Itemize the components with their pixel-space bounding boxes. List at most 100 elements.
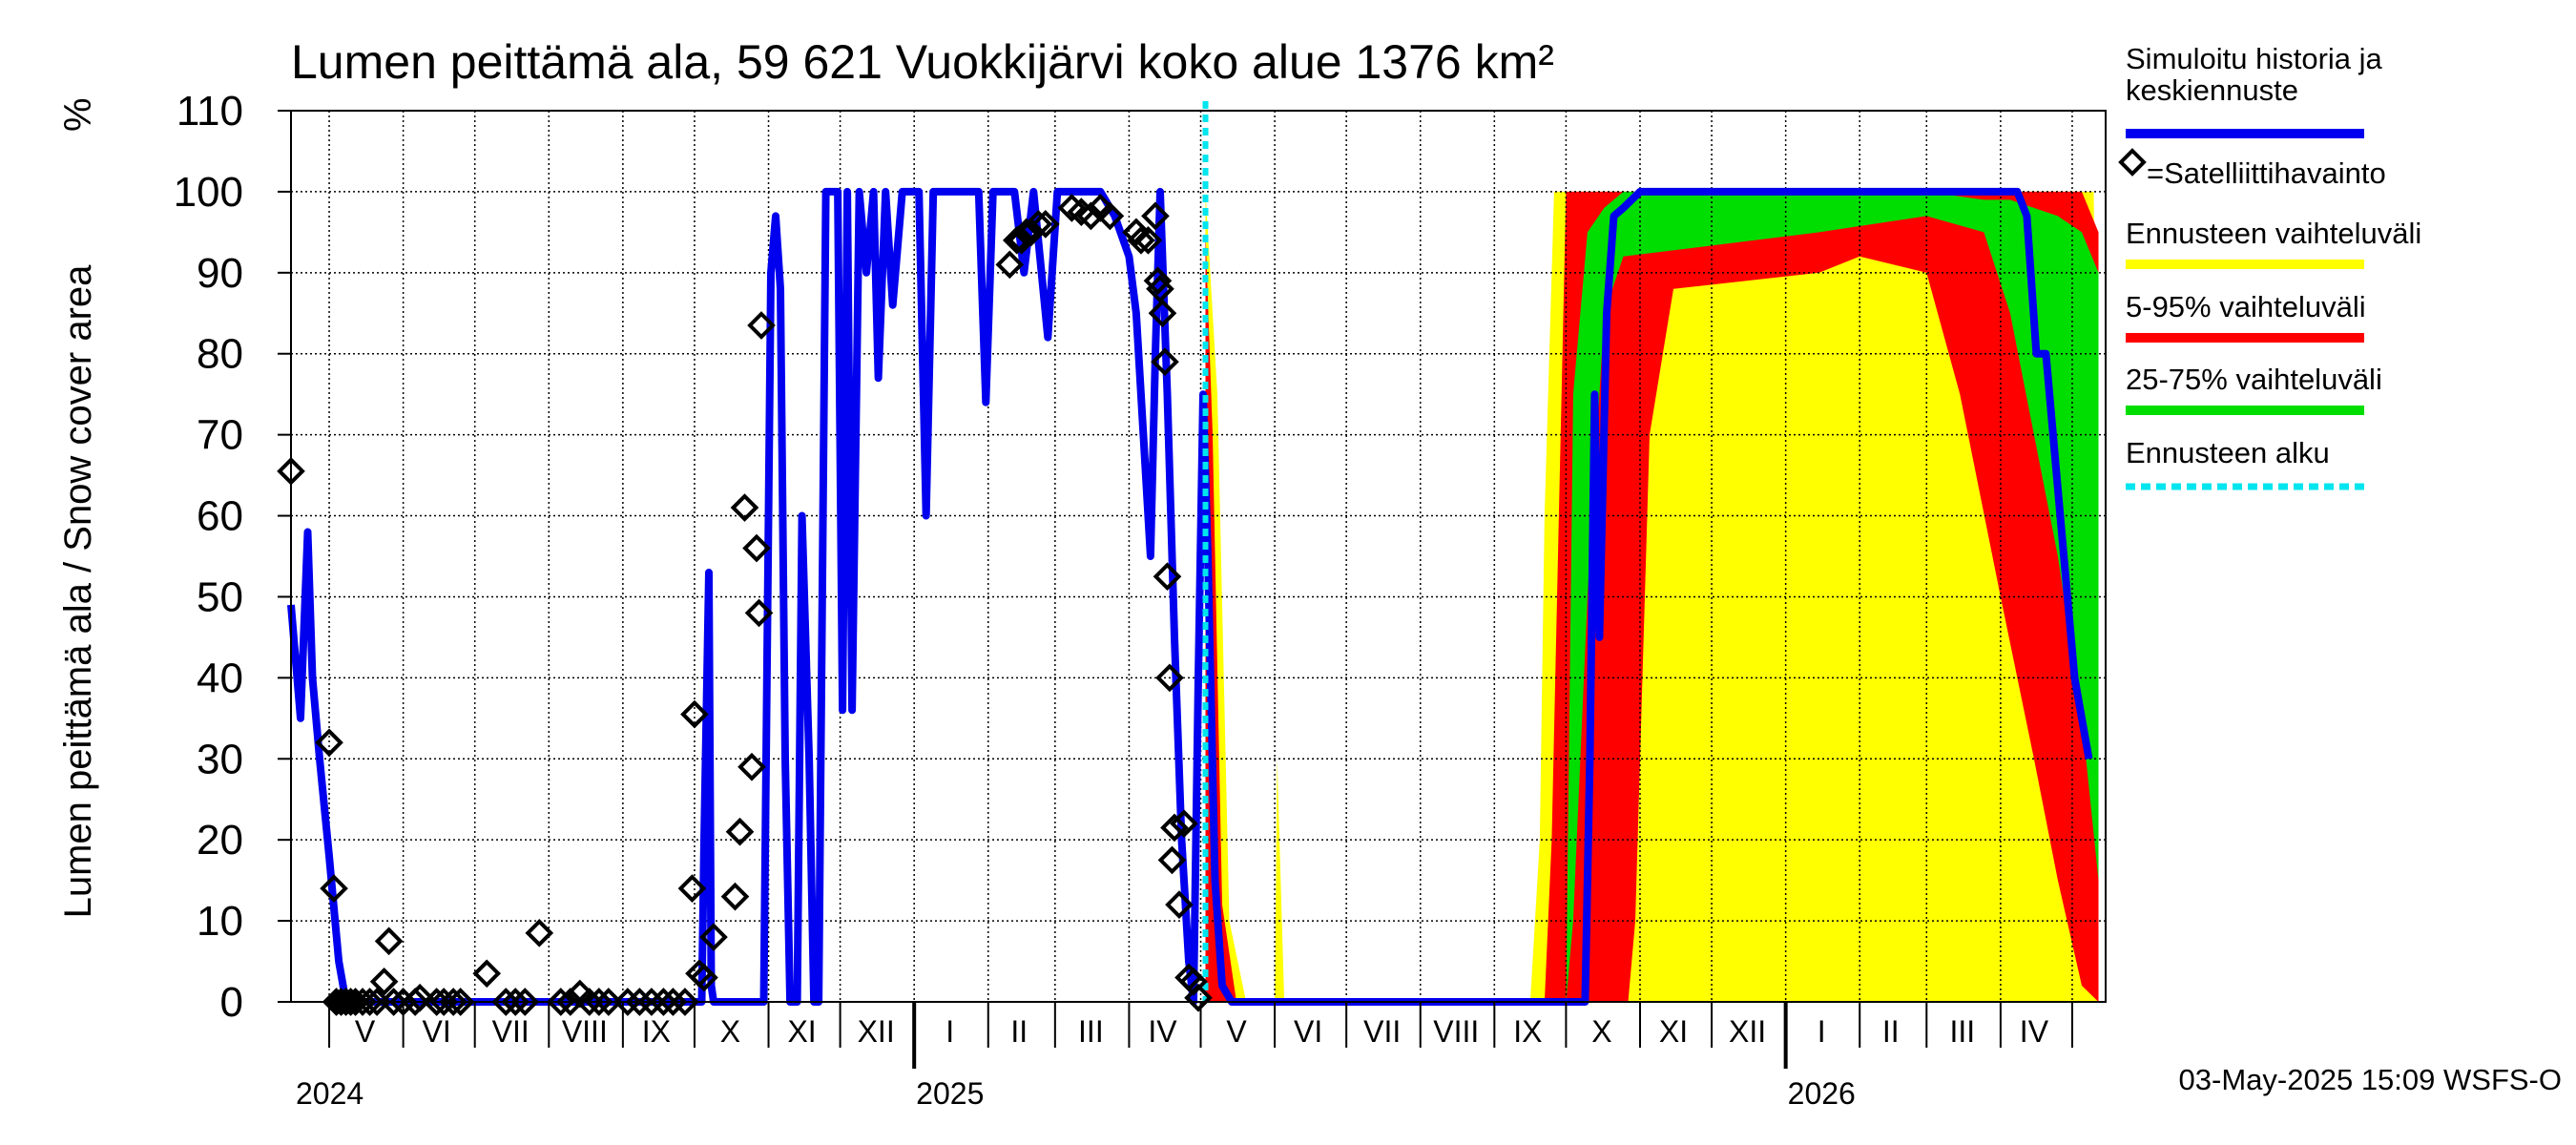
observation-point xyxy=(472,959,502,989)
observation-point xyxy=(1165,890,1194,919)
observation-point xyxy=(491,988,521,1016)
month-label: XII xyxy=(858,1014,895,1049)
observation-point xyxy=(720,882,750,911)
y-tick-label: 60 xyxy=(197,493,243,540)
observation-point xyxy=(677,874,707,903)
observation-point xyxy=(1157,845,1187,875)
observation-point xyxy=(1141,201,1170,231)
observation-point xyxy=(315,728,343,758)
legend-label: 25-75% vaihteluväli xyxy=(2126,363,2382,396)
observation-point xyxy=(747,311,776,340)
observation-point xyxy=(725,817,755,846)
observation-point xyxy=(1031,210,1060,239)
observation-point xyxy=(1153,562,1182,592)
month-label: X xyxy=(720,1014,740,1049)
legend-label: Ennusteen alku xyxy=(2126,436,2330,469)
y-tick-label: 50 xyxy=(197,573,243,620)
observation-point xyxy=(1143,266,1173,296)
observation-point xyxy=(1007,226,1036,255)
observation-point xyxy=(1148,299,1177,328)
legend-diamond xyxy=(2118,148,2147,177)
observation-point xyxy=(320,874,348,903)
month-label: V xyxy=(355,1014,376,1049)
month-label: XI xyxy=(787,1014,816,1049)
observation-point xyxy=(369,967,399,996)
timestamp-footer: 03-May-2025 15:09 WSFS-O xyxy=(2179,1063,2562,1096)
observation-point xyxy=(1184,983,1213,1012)
observation-point xyxy=(374,926,404,956)
observation-point xyxy=(671,988,699,1016)
y-tick-label: 100 xyxy=(174,169,243,216)
month-label: VII xyxy=(492,1014,530,1049)
y-tick-label: 90 xyxy=(197,250,243,297)
observation-point xyxy=(690,963,718,992)
observation-point xyxy=(649,988,678,1016)
observation-point xyxy=(1127,226,1155,255)
chart-title: Lumen peittämä ala, 59 621 Vuokkijärvi k… xyxy=(291,35,1554,89)
month-label: VI xyxy=(1294,1014,1322,1049)
observation-point xyxy=(1095,201,1125,231)
observation-point xyxy=(1146,274,1174,303)
legend-label: Ennusteen vaihteluväli xyxy=(2126,217,2421,250)
observation-point xyxy=(744,598,774,628)
year-label: 2026 xyxy=(1788,1076,1856,1111)
month-label: II xyxy=(1010,1014,1028,1049)
month-label: VI xyxy=(423,1014,451,1049)
observation-point xyxy=(585,988,613,1016)
band-3 xyxy=(1566,191,2099,1002)
month-label: II xyxy=(1882,1014,1900,1049)
month-label: IV xyxy=(1148,1014,1177,1049)
legend-label: keskiennuste xyxy=(2126,73,2298,107)
observation-point xyxy=(699,923,728,951)
observation-point xyxy=(730,493,759,522)
y-tick-label: 40 xyxy=(197,655,243,701)
month-label: X xyxy=(1591,1014,1611,1049)
y-tick-label: 20 xyxy=(197,817,243,864)
observation-point xyxy=(439,988,468,1016)
satellite-observations xyxy=(277,194,1213,1016)
y-axis-label: Lumen peittämä ala / Snow cover area xyxy=(57,264,99,919)
observation-point xyxy=(1155,663,1184,693)
legend-label: =Satelliittihavainto xyxy=(2147,156,2386,190)
observation-point xyxy=(446,988,475,1016)
simulated-line xyxy=(287,187,2093,1006)
month-label: VIII xyxy=(1433,1014,1479,1049)
observation-point xyxy=(1122,218,1151,247)
observation-point xyxy=(555,988,585,1016)
observation-point xyxy=(510,988,540,1016)
y-tick-label: 30 xyxy=(197,736,243,782)
observation-point xyxy=(1133,226,1163,255)
year-label: 2025 xyxy=(916,1076,984,1111)
observation-point xyxy=(1151,347,1179,377)
simulated-series xyxy=(287,187,2093,1006)
legend-label: 5-95% vaihteluväli xyxy=(2126,290,2366,323)
observation-point xyxy=(1024,210,1053,239)
observation-point xyxy=(546,988,575,1016)
month-label: IX xyxy=(642,1014,671,1049)
month-label: IX xyxy=(1513,1014,1542,1049)
observation-point xyxy=(742,533,771,563)
observation-point xyxy=(995,250,1025,280)
y-tick-label: 110 xyxy=(177,88,243,135)
observation-point xyxy=(355,988,384,1016)
month-label: I xyxy=(1818,1014,1826,1049)
month-label: IV xyxy=(2020,1014,2049,1049)
y-tick-label: 10 xyxy=(197,898,243,945)
observation-point xyxy=(1076,201,1106,231)
observation-point xyxy=(737,752,766,781)
legend-label: Simuloitu historia ja xyxy=(2126,42,2383,75)
observation-point xyxy=(575,988,604,1016)
observation-point xyxy=(594,988,623,1016)
month-label: XI xyxy=(1659,1014,1688,1049)
month-label: III xyxy=(1078,1014,1104,1049)
observation-point xyxy=(336,988,365,1016)
observation-point xyxy=(658,988,688,1016)
observation-point xyxy=(525,918,554,947)
observation-point xyxy=(1170,809,1198,839)
observation-point xyxy=(379,988,408,1016)
y-tick-label: 80 xyxy=(197,331,243,378)
observation-point xyxy=(680,699,709,729)
